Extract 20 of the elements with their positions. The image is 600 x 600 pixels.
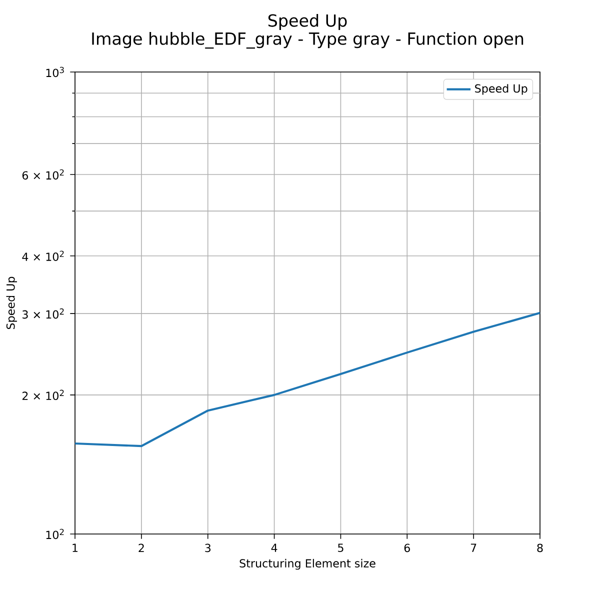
x-tick-label: 4 bbox=[271, 544, 278, 552]
legend-label: Speed Up bbox=[475, 84, 528, 95]
x-tick-label: 2 bbox=[138, 544, 144, 552]
x-tick-label: 6 bbox=[404, 544, 410, 552]
y-tick-label: 6 × 10$^{2}$ bbox=[22, 169, 64, 180]
x-tick-label: 1 bbox=[72, 544, 78, 552]
y-tick-label: 10$^{2}$ bbox=[46, 528, 64, 540]
x-tick-label: 5 bbox=[338, 544, 344, 552]
chart-title: Speed Up bbox=[268, 14, 347, 30]
x-tick-label: 3 bbox=[205, 544, 211, 552]
y-axis-title: Speed Up bbox=[6, 276, 17, 330]
y-tick-label: 2 × 10$^{2}$ bbox=[22, 390, 64, 400]
line-series bbox=[75, 312, 540, 448]
y-tick-label: 10$^{3}$ bbox=[46, 66, 64, 78]
y-tick-label: 4 × 10$^{2}$ bbox=[22, 250, 64, 261]
chart-subtitle: Image hubble_EDF_gray - Type gray - Function open bbox=[92, 32, 524, 49]
x-tick-label: 7 bbox=[470, 544, 476, 552]
y-tick-label: 3 × 10$^{2}$ bbox=[22, 308, 64, 319]
x-axis-title: Structuring Element size bbox=[240, 558, 376, 570]
x-tick-label: 8 bbox=[537, 544, 543, 552]
